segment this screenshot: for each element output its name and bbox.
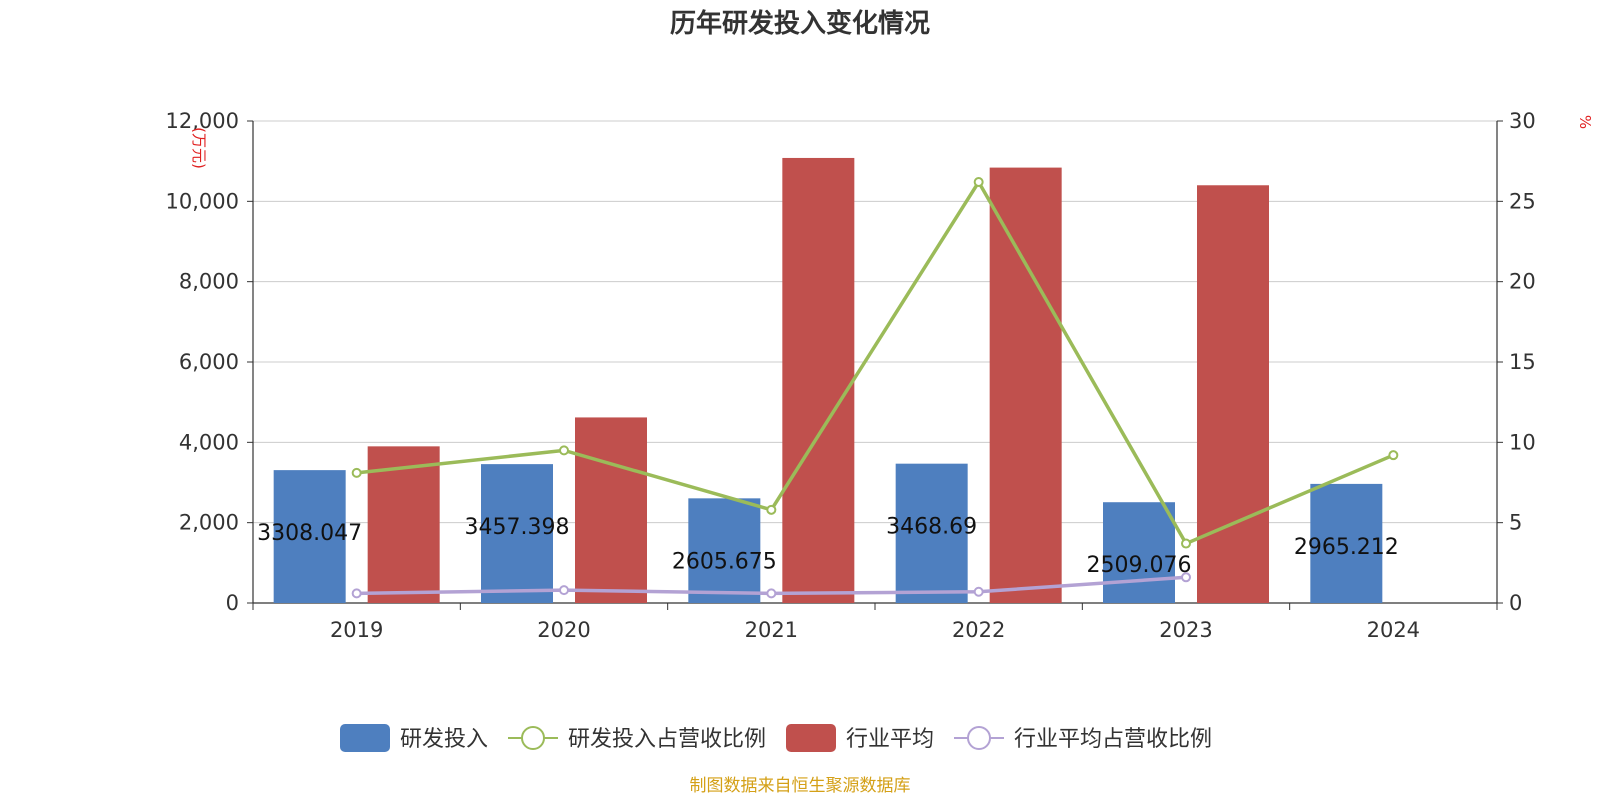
- legend-label: 行业平均占营收比例: [1014, 727, 1212, 752]
- chart-title: 历年研发投入变化情况: [670, 8, 930, 39]
- line-point: [766, 588, 777, 599]
- bar: [1197, 185, 1269, 603]
- line-point: [766, 504, 777, 515]
- right-tick-label: 20: [1509, 270, 1536, 294]
- legend-line-marker: [521, 726, 545, 750]
- line-point: [973, 586, 984, 597]
- bar: [1310, 483, 1383, 603]
- right-axis-unit: %: [1576, 115, 1594, 129]
- data-labels: 3308.047 3457.398 2605.675 3468.69 2509.076 2…: [257, 515, 1399, 579]
- line-point: [1388, 450, 1399, 461]
- legend-label: 研发投入占营收比例: [568, 727, 766, 752]
- line-point: [559, 445, 569, 456]
- bar: [782, 157, 855, 603]
- lines: [351, 177, 1399, 599]
- right-tick-label: 25: [1509, 189, 1536, 213]
- line-point: [351, 467, 362, 478]
- bar: [273, 470, 346, 603]
- bar-value-label: 2605.675: [672, 549, 777, 574]
- bar-value-label: 3457.398: [465, 515, 570, 540]
- bar: [1103, 502, 1175, 603]
- bar-value-label: 2965.212: [1294, 535, 1399, 560]
- left-tick-label: 0: [226, 591, 239, 615]
- right-tick-label: 10: [1509, 430, 1536, 454]
- bar: [688, 498, 761, 603]
- bar: [367, 446, 440, 603]
- grid: [253, 120, 1497, 524]
- bar: [575, 417, 647, 603]
- x-tick-label: 2022: [952, 618, 1005, 642]
- bar-value-label: 3308.047: [257, 521, 362, 546]
- bar: [481, 464, 553, 603]
- left-axis-unit: (万元): [190, 127, 208, 169]
- line-point: [973, 177, 984, 188]
- legend: 研发投入 研发投入占营收比例 行业平均 行业平均占营收比例: [340, 724, 1212, 752]
- legend-bar-swatch: [340, 724, 390, 752]
- left-tick-label: 6,000: [179, 350, 239, 374]
- series-line: [356, 178, 1395, 546]
- left-tick-label: 10,000: [166, 189, 239, 213]
- bar: [895, 463, 968, 603]
- left-tick-label: 8,000: [179, 270, 239, 294]
- legend-line-marker: [967, 726, 991, 750]
- right-tick-label: 15: [1509, 350, 1536, 374]
- line-point: [1181, 572, 1191, 583]
- axes: 0 0 2,000 5 4,000 10 6,000 15 8,000 20 10,000 25 12,…: [166, 109, 1536, 642]
- x-tick-label: 2020: [537, 618, 590, 642]
- left-tick-label: 12,000: [166, 109, 239, 133]
- right-tick-label: 30: [1509, 109, 1536, 133]
- bars: [273, 157, 1383, 604]
- line-point: [351, 588, 362, 599]
- source-note: 制图数据来自恒生聚源数据库: [690, 776, 911, 796]
- legend-label: 行业平均: [846, 727, 934, 752]
- x-tick-label: 2023: [1159, 618, 1212, 642]
- right-tick-label: 0: [1509, 591, 1522, 615]
- line-point: [1181, 538, 1191, 549]
- bar: [989, 167, 1062, 604]
- left-tick-label: 4,000: [179, 430, 239, 454]
- bar-value-label: 3468.69: [886, 515, 977, 540]
- legend-bar-swatch: [786, 724, 836, 752]
- left-tick-label: 2,000: [179, 511, 239, 535]
- x-tick-label: 2019: [330, 618, 383, 642]
- right-tick-label: 5: [1509, 511, 1522, 535]
- bar-value-label: 2509.076: [1087, 553, 1192, 578]
- x-tick-label: 2024: [1367, 618, 1420, 642]
- x-tick-label: 2021: [745, 618, 798, 642]
- line-point: [559, 585, 569, 596]
- legend-label: 研发投入: [400, 727, 488, 752]
